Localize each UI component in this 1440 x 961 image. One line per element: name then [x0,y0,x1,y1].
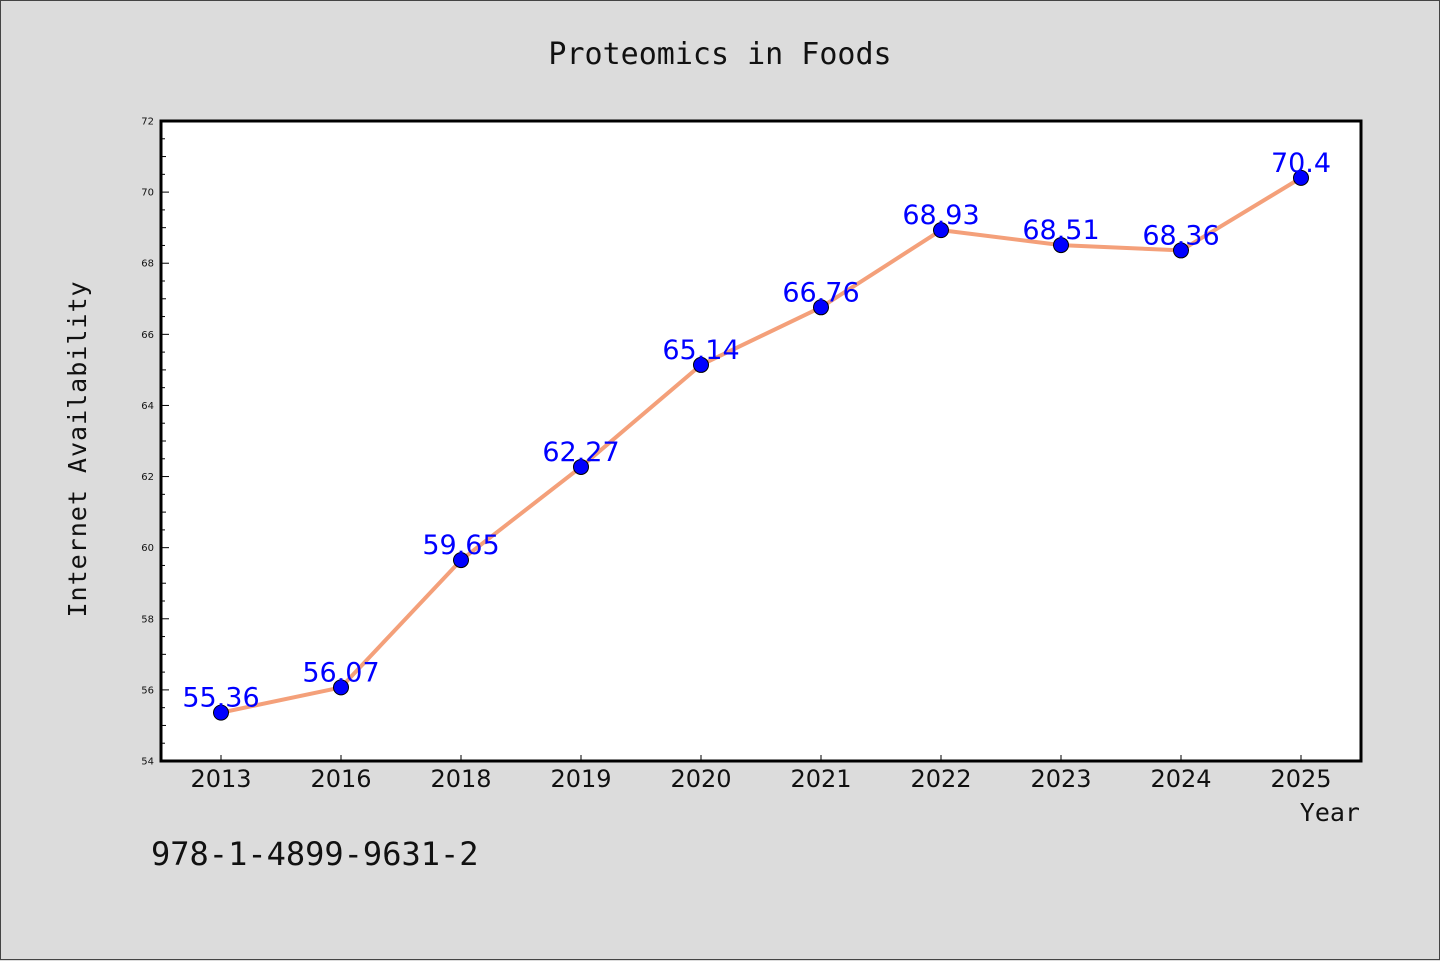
data-point [453,552,469,569]
x-tick-label: 2013 [190,765,251,793]
y-tick-label: 58 [141,614,154,625]
x-tick-label: 2018 [430,765,491,793]
x-axis-label: Year [1300,798,1360,827]
x-tick-label: 2023 [1030,765,1091,793]
x-tick-label: 2019 [550,765,611,793]
y-tick-label: 68 [141,259,154,270]
data-point [693,356,709,373]
data-label: 68.36 [1142,220,1219,251]
data-label: 65.14 [662,335,739,366]
data-label: 59.65 [422,530,499,561]
y-tick-label: 64 [141,401,154,412]
isbn-annotation: 978-1-4899-9631-2 [151,835,479,873]
data-point [1053,237,1069,254]
data-label: 66.76 [782,277,859,308]
y-tick-label: 66 [141,330,154,341]
y-tick-label: 56 [141,685,154,696]
data-label: 68.93 [902,200,979,231]
data-label: 70.4 [1271,148,1331,179]
plot-border [159,119,1363,763]
series-line [220,176,1303,715]
chart-title: Proteomics in Foods [548,37,891,72]
data-point [813,299,829,316]
y-tick-label: 72 [141,117,154,128]
data-point [333,679,349,696]
x-tick-label: 2021 [790,765,851,793]
data-point [573,458,589,475]
data-point [1173,242,1189,259]
x-tick-label: 2016 [310,765,371,793]
plot-area [161,121,1361,761]
x-tick-label: 2020 [670,765,731,793]
y-tick-label: 62 [141,472,154,483]
data-label: 68.51 [1022,215,1099,246]
y-tick-label: 60 [141,543,154,554]
x-tick-label: 2022 [910,765,971,793]
data-point [933,222,949,239]
x-axis: 2013 2016 2018 2019 2020 2021 2022 2023 2024 2025 [190,755,1332,793]
x-tick-label: 2024 [1150,765,1211,793]
y-tick-label: 54 [141,757,154,768]
data-label: 56.07 [302,657,379,688]
y-axis-label: Internet Availability [63,280,92,617]
data-point [213,704,229,721]
series-group: 55.36 56.07 59.65 62.27 65.14 66.76 68.93 68.51… [182,148,1331,721]
y-tick-label: 70 [141,188,154,199]
data-point [1293,169,1309,186]
data-label: 62.27 [542,437,619,468]
x-tick-label: 2025 [1270,765,1331,793]
data-label: 55.36 [182,683,259,714]
